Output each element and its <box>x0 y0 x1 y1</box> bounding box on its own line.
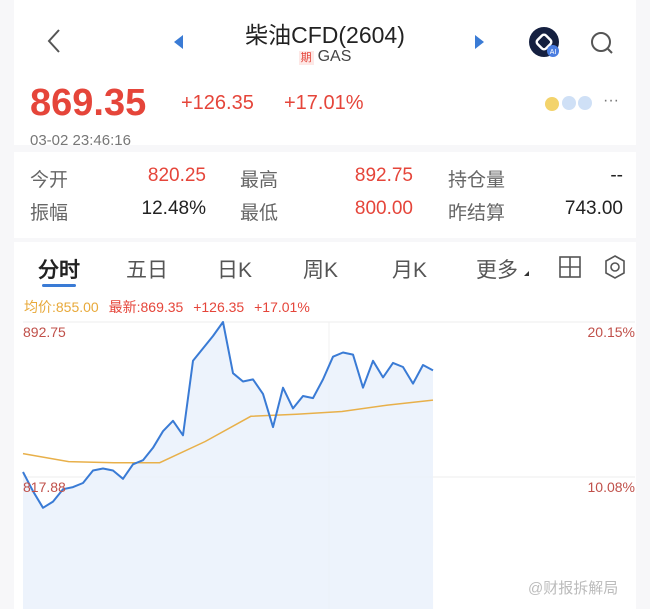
futures-badge: 期 <box>298 51 314 65</box>
stat-label: 今开 <box>30 170 69 191</box>
price-change: +126.35 <box>181 92 254 114</box>
search-button[interactable] <box>589 30 615 61</box>
stat-label: 昨结算 <box>448 203 506 224</box>
settings-button[interactable] <box>603 254 627 285</box>
tab-4[interactable]: 月K <box>392 259 428 282</box>
search-icon <box>591 32 613 54</box>
legend-latest: 最新:869.35 <box>108 299 184 315</box>
last-price: 869.35 <box>30 82 147 124</box>
tab-1[interactable]: 五日 <box>126 259 168 282</box>
prev-arrow-icon <box>174 35 183 49</box>
avg-price-line <box>22 399 434 464</box>
layout-button[interactable] <box>559 256 581 283</box>
settings-hexagon-icon <box>605 255 625 279</box>
legend-change-pct: +17.01% <box>254 299 310 315</box>
header-card <box>14 0 636 145</box>
stat-label: 持仓量 <box>448 170 506 191</box>
right-tick-label: 10.08% <box>588 479 635 495</box>
stat-label: 振幅 <box>30 203 69 224</box>
stat-value: -- <box>610 165 623 186</box>
tab-underline <box>42 284 76 287</box>
stat-value: 743.00 <box>564 198 623 219</box>
tab-3[interactable]: 周K <box>303 259 339 282</box>
legend-change: +126.35 <box>193 299 245 315</box>
stat-label: 最高 <box>240 170 279 191</box>
prev-instrument-button[interactable] <box>172 34 184 55</box>
tab-0[interactable]: 分时 <box>38 259 80 282</box>
price-line <box>22 321 434 509</box>
next-arrow-icon <box>475 35 484 49</box>
watermark: @财报拆解局 <box>528 580 619 597</box>
more-dropdown-icon <box>524 271 529 276</box>
back-chevron-icon <box>47 29 60 53</box>
left-tick-label: 892.75 <box>23 324 66 340</box>
subtitle: 期 GAS <box>0 48 650 66</box>
stats-card <box>14 152 636 238</box>
price-change-pct: +17.01% <box>284 92 364 114</box>
social-share-icon <box>545 96 592 111</box>
stat-value: 820.25 <box>147 165 206 186</box>
back-button[interactable] <box>44 26 64 63</box>
ai-button[interactable]: AI <box>528 26 562 65</box>
quote-time: 03-02 23:46:16 <box>30 132 131 149</box>
more-button[interactable]: ··· <box>603 92 619 109</box>
svg-text:AI: AI <box>550 49 557 56</box>
next-instrument-button[interactable] <box>474 34 486 55</box>
page-title: 柴油CFD(2604) <box>245 22 405 48</box>
right-tick-label: 20.15% <box>588 324 635 340</box>
price-area-fill <box>23 322 434 609</box>
grid-layout-icon <box>559 256 581 278</box>
tab-2[interactable]: 日K <box>217 259 253 282</box>
chart-legend: 均价:855.00 最新:869.35 +126.35 +17.01% <box>24 297 310 317</box>
stat-value: 12.48% <box>141 198 206 219</box>
stat-value: 892.75 <box>354 165 413 186</box>
instrument-code: GAS <box>317 48 352 65</box>
stat-value: 800.00 <box>354 198 413 219</box>
ai-assistant-icon: AI <box>529 27 559 57</box>
legend-avg: 均价:855.00 <box>24 299 99 315</box>
left-tick-label: 817.88 <box>23 479 66 495</box>
tab-5[interactable]: 更多 <box>476 259 518 282</box>
stat-label: 最低 <box>240 203 279 224</box>
social-icons[interactable] <box>544 93 596 118</box>
